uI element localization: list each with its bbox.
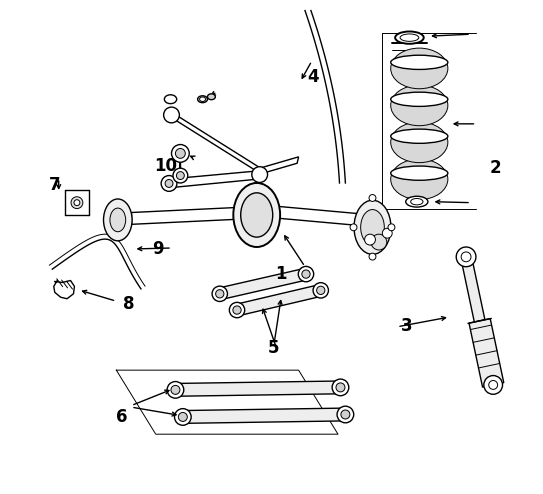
Circle shape [171,385,180,394]
Circle shape [456,247,476,267]
Polygon shape [236,285,322,316]
Ellipse shape [406,196,428,207]
Circle shape [212,286,228,301]
Circle shape [298,266,314,282]
Circle shape [175,149,185,159]
Circle shape [461,252,471,262]
Text: 10: 10 [154,157,177,175]
Circle shape [484,375,502,394]
Circle shape [341,410,350,419]
Circle shape [165,179,173,187]
Circle shape [388,224,395,231]
Ellipse shape [198,96,207,103]
Ellipse shape [391,92,448,106]
Circle shape [216,289,224,298]
Circle shape [313,283,329,298]
Text: 1: 1 [276,265,287,283]
Text: 9: 9 [153,241,164,258]
Text: 4: 4 [307,68,319,86]
Ellipse shape [241,193,273,237]
Ellipse shape [207,94,216,100]
Circle shape [229,302,245,318]
Circle shape [382,228,392,238]
Circle shape [172,145,189,162]
Polygon shape [168,170,261,188]
Text: 8: 8 [123,294,135,313]
Ellipse shape [104,199,132,241]
Ellipse shape [391,122,448,163]
Ellipse shape [233,183,280,247]
Circle shape [74,200,80,206]
Polygon shape [171,112,262,174]
Circle shape [173,168,188,183]
Ellipse shape [110,208,125,232]
Circle shape [337,406,353,423]
Polygon shape [183,408,345,423]
Circle shape [252,166,268,182]
Ellipse shape [395,32,424,44]
Text: 6: 6 [116,408,127,426]
Circle shape [163,107,179,123]
Circle shape [489,380,497,389]
Ellipse shape [391,166,448,180]
Ellipse shape [354,200,391,254]
Circle shape [161,175,177,191]
Circle shape [350,224,357,231]
Circle shape [369,195,376,202]
Ellipse shape [391,55,448,70]
Text: 7: 7 [49,176,61,195]
Circle shape [371,234,387,250]
Ellipse shape [400,34,419,41]
Ellipse shape [391,159,448,200]
Circle shape [332,379,349,396]
Text: 2: 2 [490,159,501,177]
Ellipse shape [391,85,448,125]
Circle shape [178,412,187,421]
Circle shape [176,171,184,179]
Circle shape [336,383,345,392]
Ellipse shape [411,199,423,205]
Polygon shape [258,157,299,174]
Text: 5: 5 [268,339,280,357]
Circle shape [71,197,83,208]
Ellipse shape [165,95,176,104]
Circle shape [302,270,310,278]
Polygon shape [469,319,504,387]
Circle shape [364,234,375,245]
Circle shape [167,381,184,398]
Polygon shape [461,256,485,322]
Ellipse shape [391,129,448,143]
Ellipse shape [200,97,205,101]
Ellipse shape [361,209,384,245]
Polygon shape [175,381,340,396]
Circle shape [233,306,241,314]
Circle shape [317,286,325,294]
Circle shape [174,409,191,425]
Circle shape [369,253,376,260]
Text: 3: 3 [401,317,413,335]
Polygon shape [218,268,307,299]
Ellipse shape [391,48,448,89]
